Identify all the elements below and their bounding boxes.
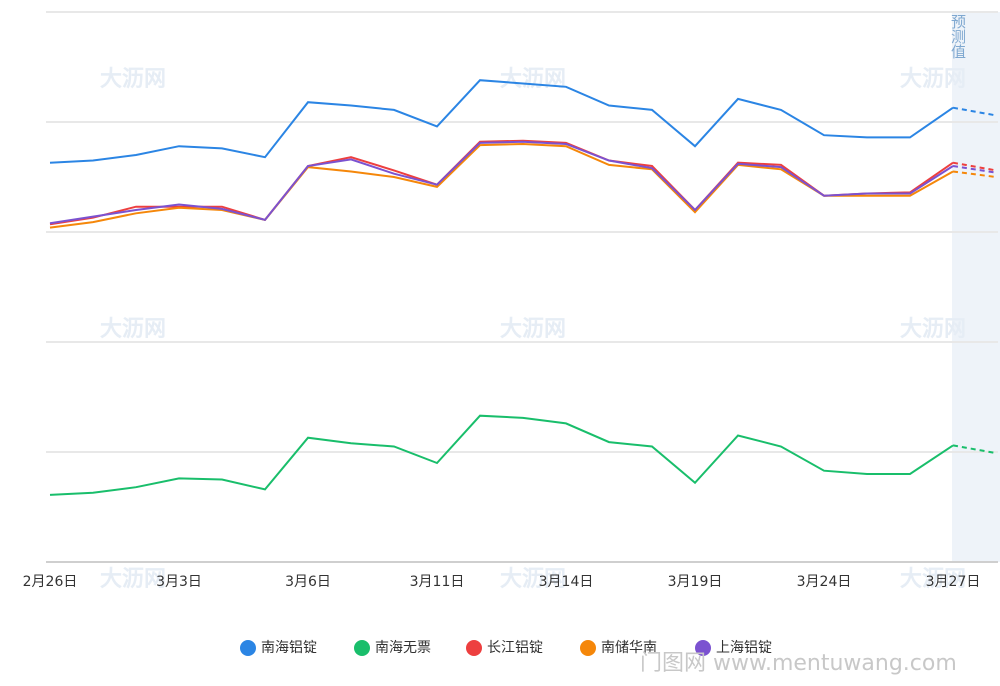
forecast-segment <box>952 161 997 172</box>
legend-swatch <box>354 640 370 656</box>
watermark: 大沥网 <box>900 67 966 92</box>
legend-label: 长江铝锭 <box>487 640 543 656</box>
watermark: 大沥网 <box>100 317 166 342</box>
watermark: 大沥网 <box>500 567 566 592</box>
x-tick-label: 3月19日 <box>668 574 723 590</box>
legend-swatch <box>580 640 596 656</box>
legend-label: 南海铝锭 <box>261 640 317 656</box>
legend-swatch <box>466 640 482 656</box>
line-series <box>49 139 954 226</box>
x-tick-label: 3月24日 <box>797 574 852 590</box>
watermark: 大沥网 <box>900 567 966 592</box>
forecast-region <box>952 12 1000 562</box>
x-tick-label: 2月26日 <box>23 574 78 590</box>
legend-swatch <box>240 640 256 656</box>
watermark: 大沥网 <box>100 67 166 92</box>
x-tick-label: 3月6日 <box>285 574 331 590</box>
watermark: 大沥网 <box>100 567 166 592</box>
line-series <box>49 79 954 164</box>
forecast-segment <box>952 106 997 117</box>
line-series <box>49 142 954 229</box>
legend-label: 南储华南 <box>601 640 657 656</box>
legend-swatch <box>695 640 711 656</box>
footer-watermark: 门图网 www.mentuwang.com <box>640 651 957 676</box>
legend-label: 南海无票 <box>375 640 431 656</box>
x-tick-label: 3月14日 <box>539 574 594 590</box>
x-tick-label: 3月27日 <box>926 574 981 590</box>
line-series <box>49 140 954 225</box>
watermark: 大沥网 <box>500 67 566 92</box>
line-series <box>49 414 954 496</box>
forecast-label: 预测值 <box>949 14 967 59</box>
forecast-segment <box>952 165 997 174</box>
x-tick-label: 3月11日 <box>410 574 465 590</box>
watermark: 大沥网 <box>900 317 966 342</box>
x-tick-label: 3月3日 <box>156 574 202 590</box>
forecast-segment <box>952 444 997 455</box>
forecast-segment <box>952 170 997 178</box>
watermark: 大沥网 <box>500 317 566 342</box>
legend-label: 上海铝锭 <box>716 640 772 656</box>
